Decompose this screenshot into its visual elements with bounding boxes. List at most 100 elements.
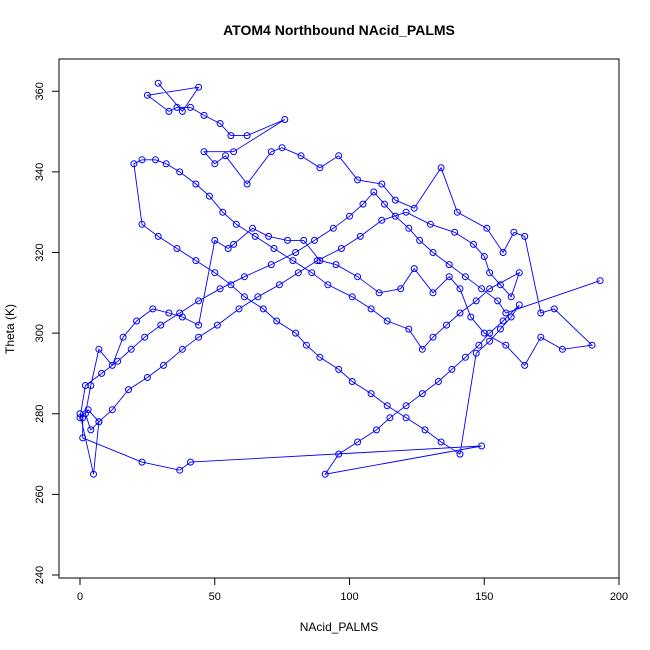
data-point	[292, 329, 300, 337]
data-point	[480, 329, 488, 337]
data-point	[230, 148, 238, 156]
data-point	[152, 156, 159, 164]
data-point	[160, 361, 167, 369]
data-point	[149, 305, 157, 313]
data-point	[108, 406, 116, 414]
data-point	[125, 386, 132, 394]
data-point	[402, 208, 410, 216]
data-point	[502, 341, 510, 349]
y-tick-label: 300	[34, 324, 46, 342]
data-point	[192, 257, 200, 265]
data-point	[456, 309, 464, 317]
data-point	[335, 152, 343, 160]
data-point	[456, 450, 464, 458]
y-axis-label: Theta (K)	[3, 304, 17, 354]
data-point	[216, 285, 224, 293]
data-point	[138, 458, 146, 466]
data-point	[84, 406, 92, 414]
data-point	[143, 374, 151, 381]
data-point	[200, 148, 208, 156]
data-point	[375, 289, 383, 297]
chart-title: ATOM4 Northbound NAcid_PALMS	[223, 22, 455, 38]
data-point	[496, 325, 504, 333]
data-point	[79, 434, 87, 442]
data-point	[178, 107, 186, 115]
data-point	[448, 365, 456, 373]
data-point	[157, 321, 165, 329]
data-point	[486, 269, 494, 277]
data-point	[141, 333, 149, 341]
data-point	[219, 208, 227, 216]
x-tick-label: 0	[77, 591, 83, 603]
data-point	[470, 240, 477, 248]
y-tick-label: 340	[34, 163, 46, 181]
data-point	[281, 116, 289, 123]
data-point	[478, 285, 486, 293]
data-point	[486, 337, 494, 345]
x-tick-label: 200	[610, 591, 628, 603]
data-point	[354, 176, 362, 184]
data-point	[267, 261, 275, 269]
data-point	[251, 232, 259, 240]
data-point	[176, 309, 184, 317]
data-point	[154, 232, 162, 240]
data-point	[187, 103, 194, 111]
data-point	[87, 382, 95, 389]
y-tick-label: 360	[34, 82, 46, 100]
data-point	[192, 180, 200, 188]
data-point	[418, 345, 426, 353]
data-point	[515, 301, 523, 309]
data-point	[195, 83, 203, 91]
y-tick-label: 240	[34, 566, 46, 584]
data-point	[76, 414, 84, 422]
data-point	[321, 470, 329, 478]
data-point	[496, 281, 504, 289]
data-point	[154, 79, 162, 87]
data-point	[211, 160, 219, 168]
data-point	[445, 273, 453, 281]
data-point	[499, 317, 507, 325]
data-point	[472, 349, 480, 357]
data-point	[521, 232, 529, 240]
data-point	[386, 414, 394, 422]
data-point	[348, 378, 356, 385]
data-point	[486, 329, 494, 337]
data-point	[437, 438, 445, 446]
data-point	[348, 293, 356, 301]
series-layer	[76, 79, 604, 478]
plot-frame	[58, 58, 620, 579]
data-point	[292, 249, 300, 256]
data-point	[165, 309, 173, 317]
series-line	[79, 82, 601, 475]
data-point	[95, 418, 103, 426]
data-point	[558, 345, 566, 353]
data-point	[249, 224, 256, 232]
data-point	[437, 164, 445, 172]
data-point	[510, 228, 518, 236]
data-point	[227, 281, 235, 289]
data-point	[410, 265, 418, 273]
data-point	[224, 245, 232, 252]
data-point	[367, 390, 375, 398]
data-point	[521, 361, 529, 369]
data-point	[294, 269, 302, 277]
data-point	[461, 353, 469, 361]
data-point	[243, 132, 251, 140]
data-point	[402, 414, 410, 422]
data-point	[127, 345, 135, 353]
data-point	[130, 160, 138, 168]
data-point	[378, 180, 386, 188]
data-point	[265, 232, 273, 240]
data-point	[429, 333, 437, 341]
y-tick-label: 280	[34, 405, 46, 423]
data-point	[273, 317, 281, 325]
data-point	[133, 317, 141, 325]
data-point	[416, 236, 424, 244]
data-point	[383, 317, 391, 325]
data-point	[335, 365, 343, 373]
data-point	[95, 345, 103, 353]
data-point	[429, 249, 437, 256]
data-point	[216, 120, 224, 127]
data-point	[213, 321, 221, 329]
data-point	[391, 196, 399, 204]
